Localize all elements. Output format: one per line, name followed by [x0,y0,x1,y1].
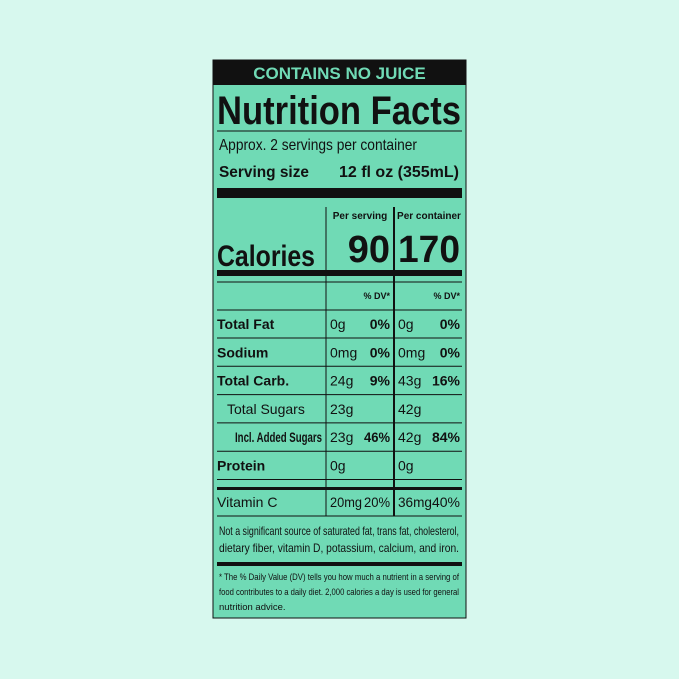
nutrient-name: Protein [217,458,265,474]
thick-rule [217,270,462,276]
daily-value: 0% [370,344,391,360]
calories-value: 90 [348,229,390,271]
amount: 0g [398,316,414,332]
nutrient-name: Total Sugars [227,401,305,417]
amount: 0mg [398,344,425,360]
label-panel [212,59,467,619]
amount: 42g [398,401,421,417]
thick-rule [217,188,462,198]
daily-value: 46% [364,429,391,445]
dv-header: % DV* [433,291,460,301]
calories-value: 170 [398,229,460,271]
daily-value: 0% [370,316,391,332]
amount: 23g [330,401,353,417]
daily-value: 84% [432,429,461,445]
footnote: food contributes to a daily diet. 2,000 … [219,587,459,598]
nutrient-name: Vitamin C [217,494,277,510]
daily-value: 16% [432,373,461,389]
footnote: nutrition advice. [219,602,286,613]
daily-value: 0% [440,344,461,360]
amount: 43g [398,373,421,389]
footnote: Not a significant source of saturated fa… [219,524,459,538]
banner-bar [213,60,466,85]
thick-rule [217,487,462,490]
nutrient-name: Sodium [217,344,268,360]
amount: 24g [330,373,353,389]
serving-size-value: 12 fl oz (355mL) [339,164,459,181]
nutrient-name: Incl. Added Sugars [235,429,322,445]
daily-value: 0% [440,316,461,332]
column-header: Per serving [333,211,387,222]
amount: 20mg [330,494,362,510]
amount: 0g [330,316,346,332]
footnote: dietary fiber, vitamin D, potassium, cal… [219,541,459,555]
amount: 0g [398,458,414,474]
thick-rule [217,562,462,566]
amount: 0g [330,458,346,474]
servings: Approx. 2 servings per container [219,137,418,154]
daily-value: 20% [364,494,390,510]
amount: 42g [398,429,421,445]
daily-value: 9% [370,373,391,389]
nutrient-name: Total Carb. [217,373,289,389]
amount: 0mg [330,344,357,360]
column-header: Per container [397,211,461,222]
daily-value: 40% [432,494,460,510]
calories-label: Calories [217,240,315,273]
title: Nutrition Facts [217,89,461,133]
banner: CONTAINS NO JUICE [253,64,426,83]
amount: 23g [330,429,353,445]
footnote: * The % Daily Value (DV) tells you how m… [219,572,459,583]
amount: 36mg [398,494,432,510]
nutrient-name: Total Fat [217,316,275,332]
serving-size-label: Serving size [219,164,309,181]
dv-header: % DV* [363,291,390,301]
